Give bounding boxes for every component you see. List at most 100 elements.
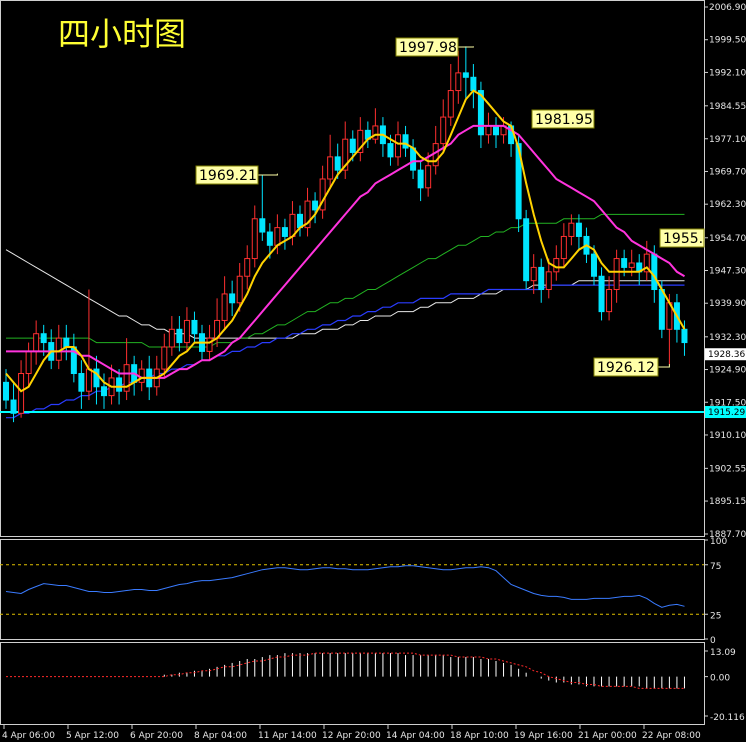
price-tick-label: 1969.70 (709, 167, 746, 177)
candle (259, 218, 266, 233)
candle (349, 138, 356, 153)
candle (85, 368, 92, 392)
date-tick-label: 8 Apr 04:00 (194, 731, 247, 741)
candle (319, 178, 326, 211)
price-tick-label: 1939.90 (709, 299, 746, 309)
candle (25, 350, 32, 375)
rsi-line (5, 565, 685, 608)
candle (395, 134, 401, 158)
candle (560, 235, 567, 260)
candle (530, 266, 537, 282)
callout-label: 1926.12 (597, 360, 655, 376)
price-tick-label: 1895.15 (709, 497, 746, 507)
date-tick-label: 12 Apr 20:00 (322, 731, 381, 741)
date-tick-label: 21 Apr 00:00 (578, 731, 637, 741)
candle (251, 218, 258, 260)
candle (191, 319, 198, 335)
ma-white-line (5, 249, 685, 339)
candle (3, 381, 9, 401)
candle (176, 328, 183, 344)
rsi-tick-label: 75 (710, 562, 721, 572)
rsi-pane: 100 75 25 0 (0, 537, 727, 646)
date-tick-label: 4 Apr 06:00 (2, 731, 55, 741)
date-tick-label: 5 Apr 12:00 (66, 731, 119, 741)
candle (63, 337, 70, 348)
candle (575, 222, 582, 237)
rsi-tick-label: 0 (710, 636, 716, 646)
candle (372, 125, 379, 140)
date-tick-label: 6 Apr 20:00 (130, 731, 183, 741)
price-tick-label: 1962.30 (709, 200, 746, 210)
candle (643, 253, 650, 273)
date-tick-label: 18 Apr 10:00 (450, 731, 509, 741)
candle (455, 72, 462, 92)
callout-box (593, 357, 659, 377)
callout-label: 1955. (663, 231, 703, 247)
callout-leader (458, 46, 474, 48)
macd-pane: 13.09 0.00 -20.116 (0, 642, 745, 725)
candle (606, 289, 613, 313)
candle (613, 258, 620, 291)
candle (244, 258, 251, 277)
candle (470, 76, 477, 92)
support-price-tag (705, 406, 746, 419)
candle (545, 271, 552, 291)
callout-label: 1969.21 (199, 168, 257, 184)
candle (651, 253, 658, 291)
candle (206, 337, 213, 352)
ma-blue-line (6, 284, 685, 419)
candle (304, 200, 311, 229)
callout-leader (658, 364, 670, 368)
candle (327, 156, 334, 180)
current-price-tag (705, 348, 746, 361)
candle (10, 399, 17, 414)
callout-box (195, 165, 259, 185)
candle (462, 72, 469, 78)
candle (553, 258, 560, 273)
candle (425, 165, 432, 189)
macd-tick-label: 13.09 (710, 648, 736, 658)
callout-label: 1981.95 (535, 112, 593, 128)
candle (493, 125, 499, 136)
candle (55, 337, 62, 361)
current-price-label: 1928.36 (708, 350, 745, 360)
candle (591, 253, 597, 277)
price-tick-label: 1924.90 (709, 366, 746, 376)
candle (477, 90, 484, 136)
date-tick-label: 11 Apr 14:00 (258, 731, 317, 741)
price-tick-label: 1992.10 (709, 68, 746, 78)
candle (334, 156, 341, 171)
candle (123, 364, 130, 392)
rsi-tick-label: 100 (710, 537, 727, 547)
price-tick-label: 1947.30 (709, 267, 746, 277)
candle (183, 319, 190, 344)
callout-box (659, 228, 705, 248)
candle (598, 275, 605, 313)
candle (357, 129, 364, 153)
candle (538, 266, 545, 291)
rsi-tick-label: 25 (710, 611, 721, 621)
macd-tick-label: 0.00 (710, 674, 730, 684)
candle (568, 222, 575, 237)
price-tick-label: 1887.70 (709, 530, 746, 540)
macd-pane-border (0, 642, 705, 725)
price-tick-label: 1902.55 (709, 464, 746, 474)
callout-box (395, 37, 459, 57)
price-tick-label: 1954.70 (709, 234, 746, 244)
rsi-pane-border (0, 539, 705, 640)
callout-label: 1997.98 (399, 40, 457, 56)
ma-fast-line (5, 89, 686, 393)
date-axis: 4 Apr 06:00 5 Apr 12:00 6 Apr 20:00 8 Apr 0… (2, 725, 701, 741)
candle (236, 275, 243, 304)
candle (221, 293, 228, 321)
macd-tick-label: -20.116 (710, 713, 745, 723)
candle (681, 328, 688, 344)
macd-signal-line (6, 652, 685, 689)
candle (168, 328, 175, 348)
candle (621, 258, 628, 268)
candle (440, 116, 447, 145)
candle (387, 143, 394, 158)
candle (274, 227, 281, 246)
price-tick-label: 1917.50 (709, 398, 746, 408)
